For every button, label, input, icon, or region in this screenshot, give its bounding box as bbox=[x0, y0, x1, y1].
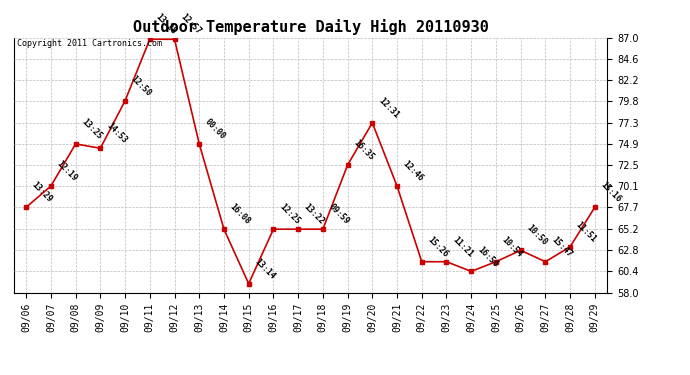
Text: 11:51: 11:51 bbox=[574, 220, 598, 244]
Text: 13:22: 13:22 bbox=[302, 202, 326, 226]
Text: 15:47: 15:47 bbox=[549, 235, 573, 259]
Text: 12:57: 12:57 bbox=[179, 12, 203, 36]
Text: 16:56: 16:56 bbox=[475, 244, 500, 268]
Text: 15:16: 15:16 bbox=[599, 180, 623, 204]
Text: 16:08: 16:08 bbox=[228, 202, 252, 226]
Text: 13:29: 13:29 bbox=[30, 180, 55, 204]
Text: 16:35: 16:35 bbox=[352, 138, 376, 162]
Text: 11:21: 11:21 bbox=[451, 235, 475, 259]
Text: 13:14: 13:14 bbox=[253, 257, 277, 281]
Text: 12:50: 12:50 bbox=[129, 74, 153, 98]
Text: 13:28: 13:28 bbox=[154, 12, 178, 36]
Text: 10:54: 10:54 bbox=[500, 235, 524, 259]
Text: 12:46: 12:46 bbox=[401, 159, 425, 183]
Text: Copyright 2011 Cartronics.com: Copyright 2011 Cartronics.com bbox=[17, 39, 161, 48]
Text: 12:25: 12:25 bbox=[277, 202, 302, 226]
Text: 12:31: 12:31 bbox=[377, 96, 400, 120]
Text: 12:19: 12:19 bbox=[55, 159, 79, 183]
Text: 10:50: 10:50 bbox=[525, 224, 549, 248]
Text: 14:53: 14:53 bbox=[104, 122, 128, 146]
Text: 13:25: 13:25 bbox=[80, 117, 104, 141]
Text: 09:59: 09:59 bbox=[327, 202, 351, 226]
Text: 00:00: 00:00 bbox=[204, 117, 228, 141]
Text: 15:26: 15:26 bbox=[426, 235, 450, 259]
Title: Outdoor Temperature Daily High 20110930: Outdoor Temperature Daily High 20110930 bbox=[132, 19, 489, 35]
